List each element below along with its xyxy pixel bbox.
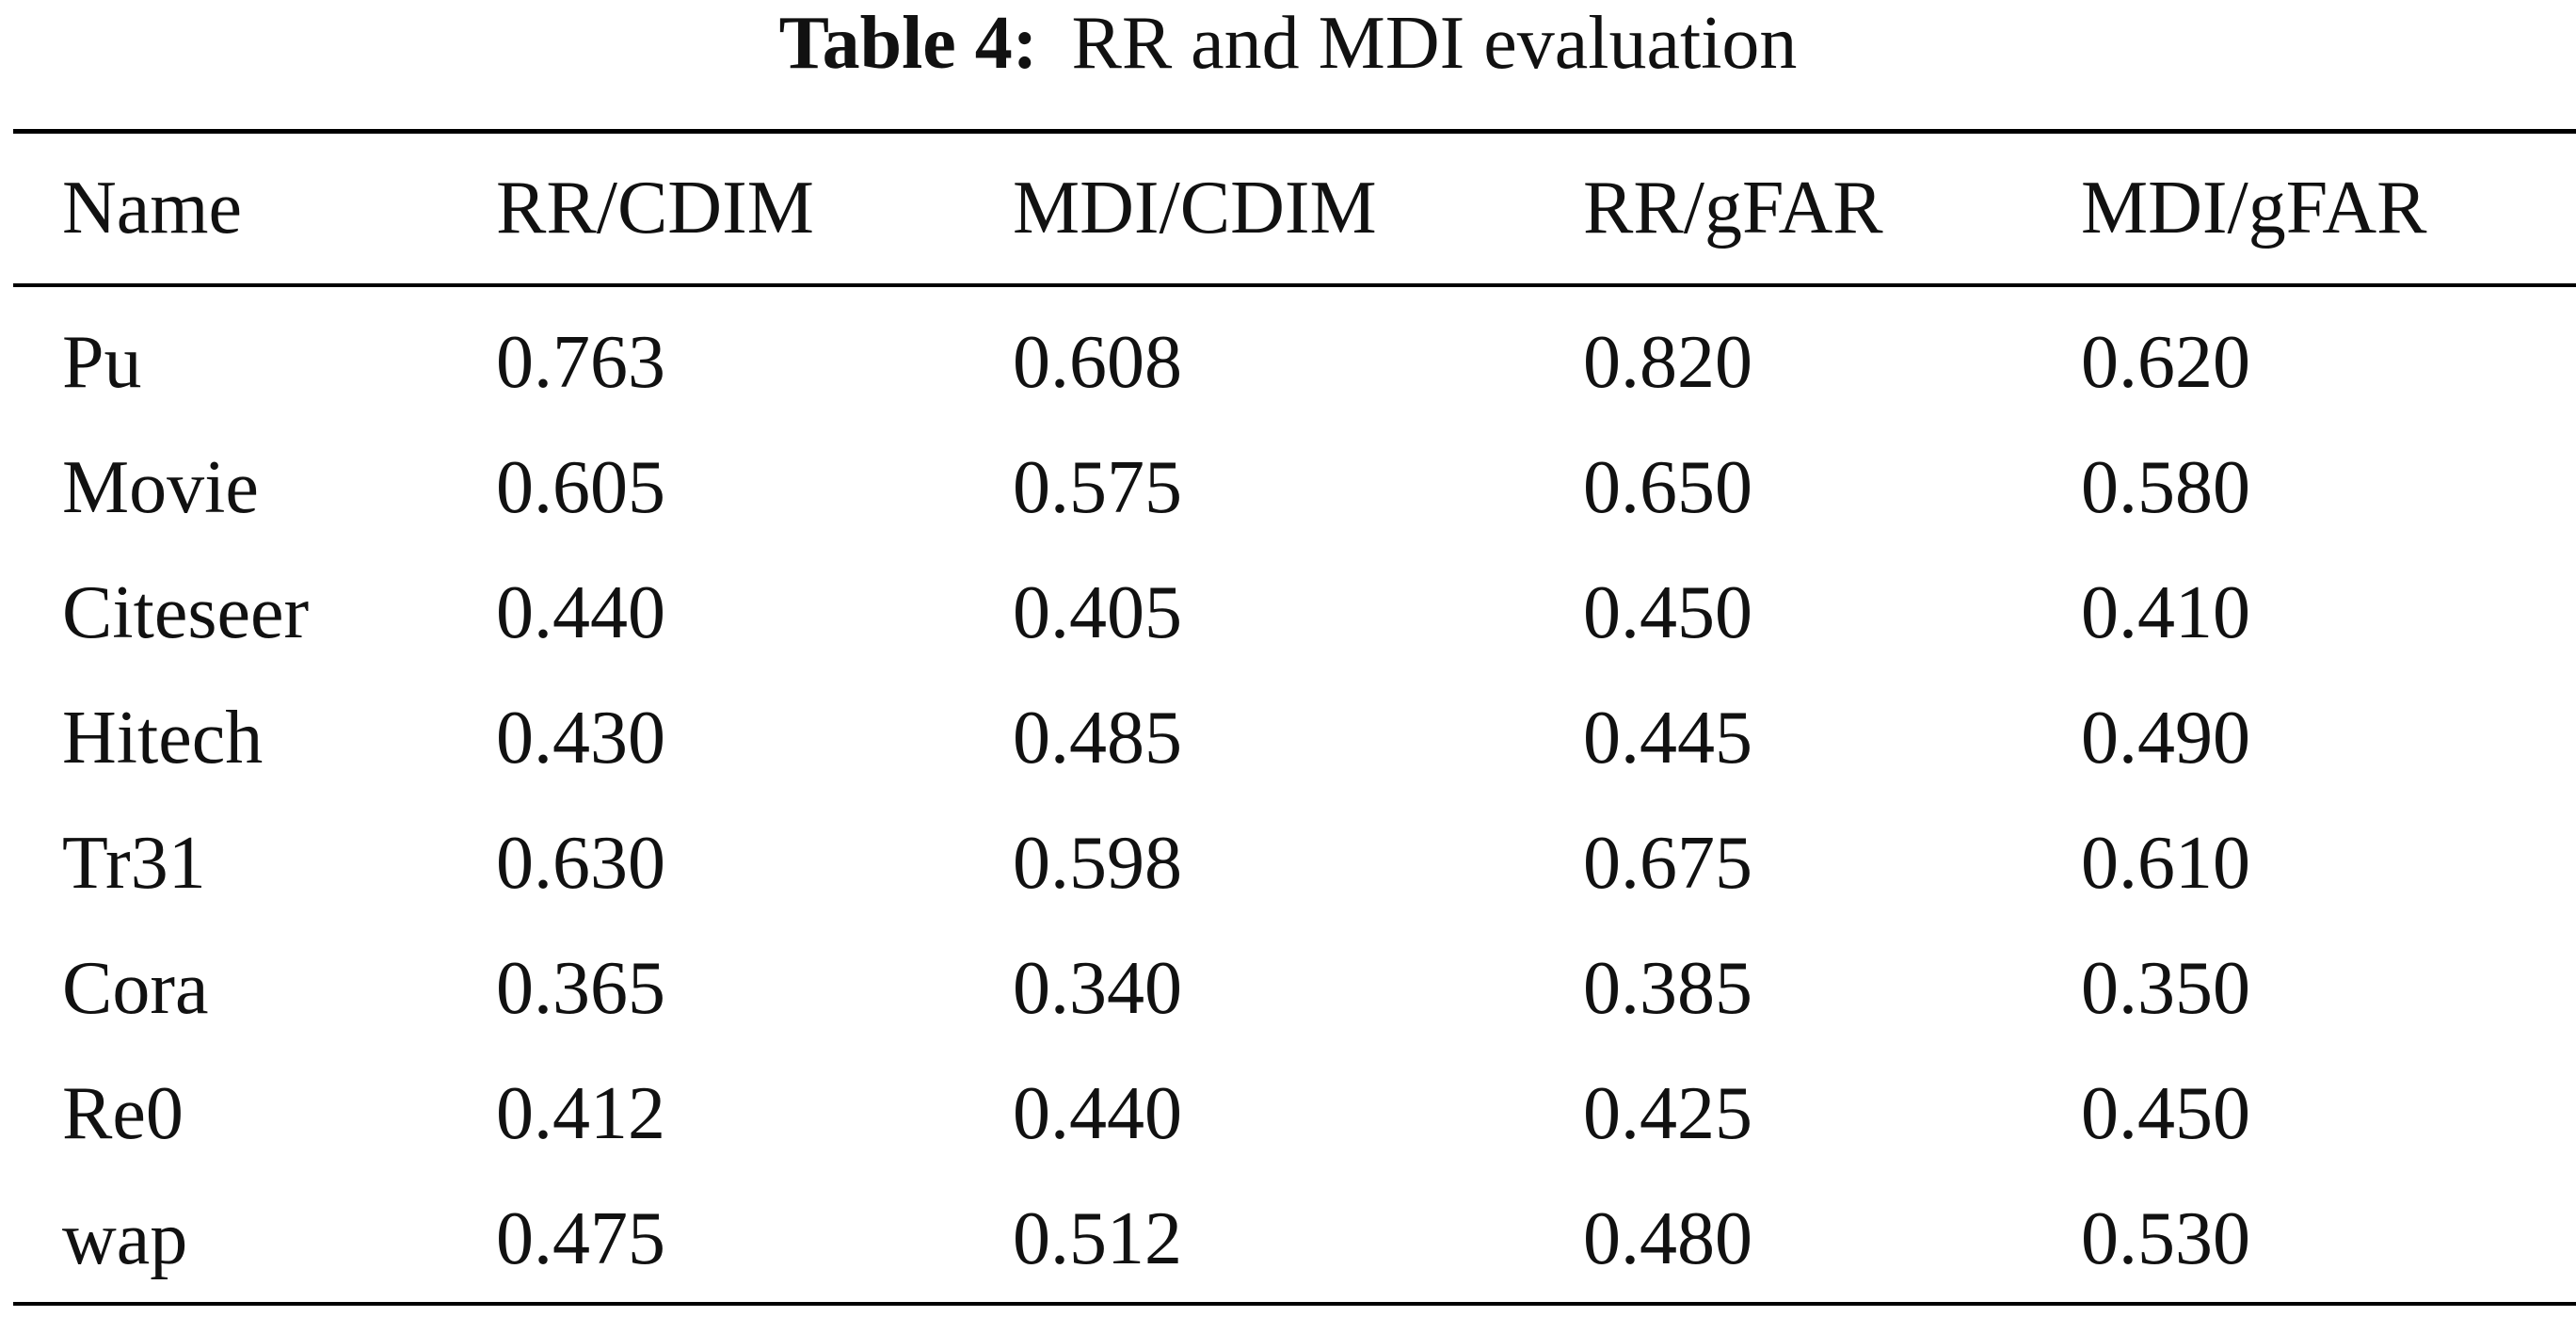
table-body: Pu 0.763 0.608 0.820 0.620 Movie 0.605 0… xyxy=(13,285,2576,1304)
cell-mdi-cdim: 0.512 xyxy=(1013,1197,1182,1280)
cell-name: wap xyxy=(62,1197,188,1280)
cell-mdi-gfar: 0.350 xyxy=(2081,947,2250,1030)
evaluation-table: Name RR/CDIM MDI/CDIM RR/gFAR MDI/gFAR P… xyxy=(13,129,2576,1306)
cell-mdi-cdim: 0.598 xyxy=(1013,822,1182,905)
table-row: Hitech 0.430 0.485 0.445 0.490 xyxy=(13,676,2576,801)
cell-rr-gfar: 0.425 xyxy=(1583,1072,1752,1155)
cell-name: Tr31 xyxy=(62,822,206,905)
table-header: Name RR/CDIM MDI/CDIM RR/gFAR MDI/gFAR xyxy=(13,131,2576,285)
cell-name: Pu xyxy=(62,321,142,404)
cell-mdi-gfar: 0.450 xyxy=(2081,1072,2250,1155)
cell-mdi-cdim: 0.340 xyxy=(1013,947,1182,1030)
cell-mdi-cdim: 0.608 xyxy=(1013,321,1182,404)
cell-mdi-cdim: 0.405 xyxy=(1013,571,1182,654)
header-row: Name RR/CDIM MDI/CDIM RR/gFAR MDI/gFAR xyxy=(13,131,2576,285)
table-row: Cora 0.365 0.340 0.385 0.350 xyxy=(13,926,2576,1052)
cell-rr-cdim: 0.475 xyxy=(496,1197,665,1280)
table-caption: Table 4: RR and MDI evaluation xyxy=(0,0,2576,87)
cell-rr-cdim: 0.430 xyxy=(496,697,665,779)
cell-name: Hitech xyxy=(62,697,264,779)
cell-rr-gfar: 0.650 xyxy=(1583,446,1752,529)
cell-rr-cdim: 0.440 xyxy=(496,571,665,654)
table-row: wap 0.475 0.512 0.480 0.530 xyxy=(13,1177,2576,1304)
cell-mdi-gfar: 0.620 xyxy=(2081,321,2250,404)
table-row: Tr31 0.630 0.598 0.675 0.610 xyxy=(13,801,2576,926)
cell-mdi-gfar: 0.410 xyxy=(2081,571,2250,654)
cell-name: Re0 xyxy=(62,1072,184,1155)
cell-name: Cora xyxy=(62,947,209,1030)
cell-rr-cdim: 0.630 xyxy=(496,822,665,905)
cell-name: Movie xyxy=(62,446,259,529)
table-row: Re0 0.412 0.440 0.425 0.450 xyxy=(13,1052,2576,1177)
cell-mdi-gfar: 0.490 xyxy=(2081,697,2250,779)
cell-rr-gfar: 0.450 xyxy=(1583,571,1752,654)
table-row: Citeseer 0.440 0.405 0.450 0.410 xyxy=(13,551,2576,676)
table-row: Pu 0.763 0.608 0.820 0.620 xyxy=(13,285,2576,426)
cell-rr-gfar: 0.820 xyxy=(1583,321,1752,404)
table-row: Movie 0.605 0.575 0.650 0.580 xyxy=(13,426,2576,551)
cell-mdi-gfar: 0.610 xyxy=(2081,822,2250,905)
header-name: Name xyxy=(62,167,243,249)
cell-rr-cdim: 0.605 xyxy=(496,446,665,529)
header-mdi-cdim: MDI/CDIM xyxy=(1013,167,1377,249)
cell-mdi-gfar: 0.580 xyxy=(2081,446,2250,529)
cell-rr-cdim: 0.365 xyxy=(496,947,665,1030)
cell-rr-cdim: 0.763 xyxy=(496,321,665,404)
cell-mdi-cdim: 0.440 xyxy=(1013,1072,1182,1155)
cell-rr-gfar: 0.385 xyxy=(1583,947,1752,1030)
cell-rr-gfar: 0.675 xyxy=(1583,822,1752,905)
cell-name: Citeseer xyxy=(62,571,310,654)
cell-mdi-cdim: 0.485 xyxy=(1013,697,1182,779)
caption-label: Table 4: xyxy=(778,2,1038,85)
cell-mdi-gfar: 0.530 xyxy=(2081,1197,2250,1280)
caption-text: RR and MDI evaluation xyxy=(1071,2,1798,85)
cell-rr-gfar: 0.445 xyxy=(1583,697,1752,779)
header-mdi-gfar: MDI/gFAR xyxy=(2081,167,2427,249)
header-rr-gfar: RR/gFAR xyxy=(1583,167,1883,249)
cell-rr-cdim: 0.412 xyxy=(496,1072,665,1155)
cell-mdi-cdim: 0.575 xyxy=(1013,446,1182,529)
cell-rr-gfar: 0.480 xyxy=(1583,1197,1752,1280)
header-rr-cdim: RR/CDIM xyxy=(496,167,814,249)
